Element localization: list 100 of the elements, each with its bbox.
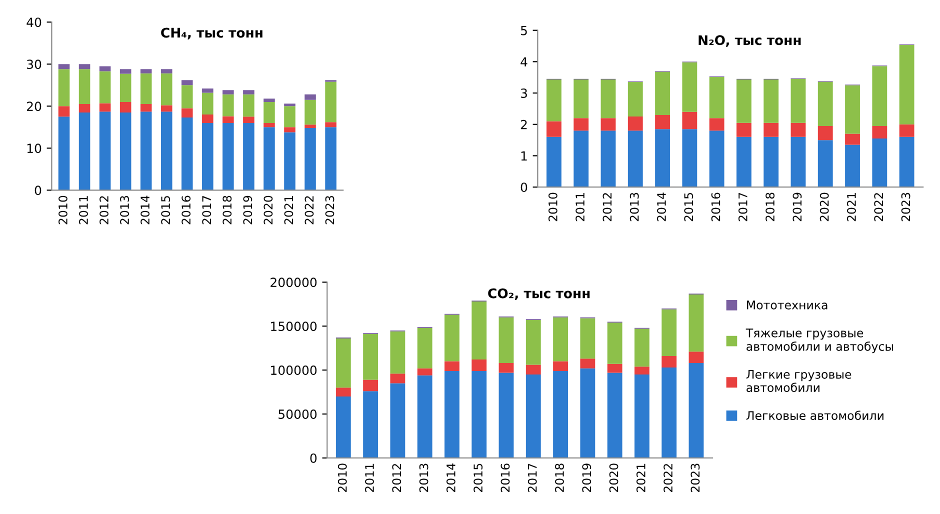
- bar: [363, 334, 378, 380]
- bar: [264, 98, 275, 102]
- x-tick-label: 2020: [609, 464, 618, 492]
- bar: [243, 90, 254, 94]
- x-tick-label: 2013: [120, 196, 129, 224]
- bar: [417, 368, 432, 376]
- bar: [709, 77, 724, 118]
- y-tick-label: 0: [520, 182, 528, 192]
- bar: [634, 366, 650, 374]
- bar: [120, 74, 132, 102]
- bar: [688, 294, 704, 352]
- bar: [417, 375, 432, 458]
- bar: [682, 129, 698, 188]
- bar: [472, 302, 487, 360]
- bar: [899, 45, 914, 124]
- bar: [222, 94, 234, 116]
- bar: [336, 338, 351, 388]
- x-tick-label: 2018: [555, 464, 564, 492]
- bar: [120, 102, 132, 112]
- x-tick-label: 2023: [901, 192, 910, 222]
- y-tick-label: 50000: [278, 410, 317, 419]
- y-tick-label: 40: [26, 18, 42, 28]
- bar: [526, 364, 541, 374]
- legend-label: Тяжелые грузовые автомобили и автобусы: [746, 328, 893, 354]
- x-tick-label: 2016: [182, 196, 191, 224]
- y-tick-label: 4: [520, 57, 528, 66]
- bar: [325, 82, 336, 122]
- bar: [553, 361, 568, 371]
- bar: [58, 69, 70, 106]
- bar: [764, 80, 779, 123]
- bar: [160, 105, 172, 112]
- bar: [546, 121, 562, 137]
- x-tick-label: 2011: [79, 196, 88, 224]
- x-tick-label: 2010: [58, 196, 68, 224]
- chart-title: CO₂, тыс тонн: [488, 288, 590, 300]
- x-tick-label: 2012: [392, 464, 402, 492]
- bar: [243, 94, 254, 117]
- bar: [58, 116, 70, 190]
- x-tick-label: 2021: [284, 196, 294, 224]
- y-tick-label: 5: [520, 26, 527, 36]
- bar: [580, 368, 596, 458]
- bar: [899, 136, 914, 188]
- bar: [264, 102, 275, 123]
- x-tick-label: 2019: [582, 464, 592, 492]
- bar: [574, 130, 589, 188]
- chart-title: N₂O, тыс тонн: [698, 35, 801, 47]
- bar: [655, 72, 670, 115]
- bar: [580, 358, 596, 368]
- bar: [160, 69, 172, 74]
- bar: [390, 331, 406, 374]
- y-tick-label: 0: [310, 453, 317, 463]
- bar: [818, 82, 833, 126]
- bar: [818, 126, 833, 140]
- bar: [607, 364, 622, 373]
- x-tick-label: 2010: [548, 192, 558, 222]
- bar: [120, 112, 132, 190]
- x-tick-label: 2018: [222, 196, 232, 224]
- bar: [655, 129, 670, 188]
- bar: [736, 80, 752, 123]
- chart-title: CH₄, тыс тонн: [161, 28, 262, 40]
- x-tick-label: 2014: [446, 464, 456, 492]
- bar: [264, 127, 275, 190]
- bar: [336, 388, 351, 396]
- bar: [304, 128, 316, 190]
- bar: [444, 370, 460, 458]
- bar: [181, 117, 193, 190]
- x-tick-label: 2015: [474, 464, 483, 492]
- x-tick-label: 2011: [576, 193, 585, 222]
- x-tick-label: 2016: [500, 464, 510, 492]
- bar: [526, 374, 541, 458]
- bar: [78, 69, 90, 104]
- bar: [662, 309, 677, 356]
- y-tick-label: 10: [27, 144, 42, 154]
- bar: [202, 88, 214, 93]
- y-tick-label: 100000: [271, 366, 317, 376]
- bar: [872, 66, 888, 126]
- y-tick-label: 30: [27, 60, 42, 70]
- bar: [325, 127, 336, 190]
- bar: [845, 134, 860, 145]
- x-tick-label: 2010: [338, 464, 347, 492]
- y-tick-label: 20: [26, 102, 42, 112]
- y-tick-label: 1: [521, 151, 527, 160]
- bar: [634, 328, 650, 367]
- bar: [790, 122, 806, 137]
- bar: [662, 356, 677, 368]
- bar: [202, 114, 214, 123]
- x-tick-label: 2011: [365, 464, 374, 492]
- bar: [764, 136, 779, 188]
- bar: [872, 126, 888, 138]
- bar: [325, 122, 336, 128]
- legend-label: Мототехника: [747, 300, 828, 310]
- x-tick-label: 2012: [100, 196, 108, 224]
- bar: [553, 317, 568, 362]
- bar: [284, 106, 296, 128]
- bar: [99, 71, 111, 104]
- bar: [390, 374, 406, 384]
- y-tick-label: 150000: [271, 322, 317, 332]
- bar: [99, 103, 111, 112]
- x-tick-label: 2017: [202, 196, 212, 224]
- x-tick-label: 2017: [528, 464, 537, 492]
